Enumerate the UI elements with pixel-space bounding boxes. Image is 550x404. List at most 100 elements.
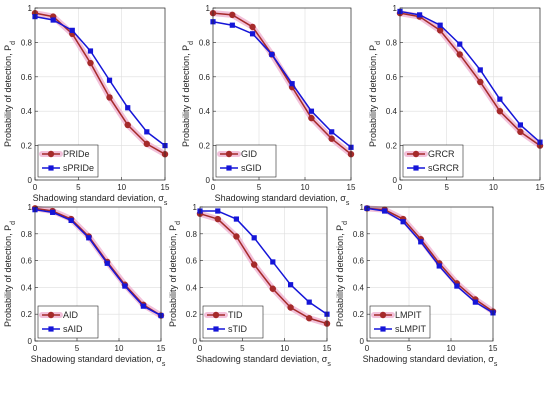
series-line [199,212,328,325]
x-axis-label-subscript: s [346,200,350,207]
legend-entry: sPRIDe [42,163,94,173]
legend-entry: sAID [42,324,83,334]
y-axis-label-subscript: d [10,221,17,225]
data-point [287,282,294,288]
y-tick-label: 0.4 [353,283,365,292]
data-point [269,51,275,58]
y-tick-label: 0.8 [186,230,198,239]
legend-label: sAID [63,324,83,334]
x-tick-label: 10 [301,183,310,192]
y-tick-label: 0.6 [21,73,33,82]
data-point [215,208,221,214]
x-tick-label: 0 [33,344,38,353]
y-tick-label: 0.2 [386,142,398,151]
data-point [249,23,256,31]
axes-box [212,7,352,181]
legend-entry: GRCR [404,149,455,159]
legend-label: AID [63,310,79,320]
data-point [328,135,335,142]
data-point [144,129,150,135]
legend-label: GRCR [428,149,455,159]
x-axis-label-subscript: s [162,361,166,368]
axes-box [199,206,328,342]
x-tick-label: 15 [157,344,166,353]
data-point [289,81,295,87]
x-tick-label: 5 [240,344,245,353]
y-axis-label: Probability of detection, Pd [3,41,17,147]
y-tick-label: 0 [28,176,33,185]
ticks: 0 5 10 15 0 0.2 0.4 0.6 0.8 1 [353,203,498,353]
series-line [366,207,494,314]
y-tick-label: 0 [393,176,398,185]
axes-box [399,7,541,181]
legend-label: sGID [241,163,262,173]
y-tick-label: 0.2 [21,310,33,319]
series-line [34,208,162,317]
data-point [477,78,484,86]
data-point [250,261,258,268]
y-tick-label: 1 [28,4,33,13]
legend-marker [226,165,232,171]
y-tick-label: 0.8 [353,230,365,239]
data-point [436,263,442,269]
x-tick-label: 15 [347,183,356,192]
legend-marker [379,311,387,319]
data-point [472,299,478,305]
y-axis-label-subscript: d [375,41,382,45]
legend-entry: TID [204,310,243,320]
y-tick-label: 0.2 [21,142,33,151]
axes-box [366,206,494,342]
legend-marker [48,165,54,171]
y-tick-label: 1 [28,203,33,212]
legend: GID sGID [215,144,277,178]
data-point [229,22,235,28]
x-axis-label: Shadowing standard deviation, σs [215,193,350,207]
y-tick-label: 0.6 [386,73,398,82]
series-line [366,207,494,313]
data-point [143,140,150,148]
x-tick-label: 0 [211,183,216,192]
y-tick-label: 0.6 [353,257,365,266]
axes-box [34,7,166,181]
x-tick-label: 5 [76,183,81,192]
legend-label: sPRIDe [63,163,94,173]
y-tick-label: 0 [206,176,211,185]
series-TID [196,210,331,327]
legend-label: sTID [228,324,247,334]
y-axis-label-subscript: d [10,41,17,45]
y-tick-label: 0.4 [21,283,33,292]
data-point [140,303,146,309]
x-axis-label-subscript: s [494,361,498,368]
x-axis-label: Shadowing standard deviation, σs [363,354,498,368]
x-tick-label: 10 [489,183,498,192]
x-tick-label: 10 [115,344,124,353]
x-tick-label: 15 [161,183,170,192]
y-axis-label-subscript: d [188,41,195,45]
data-point [308,108,315,114]
data-point [106,77,113,83]
chart-panel-4: 0 5 10 15 0 0.2 0.4 0.6 0.8 1 Shadowing standard d… [3,203,166,368]
ticks: 0 5 10 15 0 0.2 0.4 0.6 0.8 1 [186,203,332,353]
legend-box [37,305,99,339]
y-tick-label: 0 [193,337,198,346]
legend-entry: sLMPIT [374,324,427,334]
legend-marker [225,150,233,158]
y-tick-label: 0.6 [199,73,211,82]
ticks: 0 5 10 15 0 0.2 0.4 0.6 0.8 1 [199,4,356,192]
data-point [233,233,240,240]
legend-marker [213,326,219,332]
legend: GRCR sGRCR [402,144,464,178]
data-point [122,283,128,289]
data-point [69,27,75,33]
data-point [437,22,443,28]
data-point [87,59,94,67]
legend-entry: AID [39,310,79,320]
data-point [251,235,257,241]
data-point [417,12,423,18]
series-line [34,12,166,155]
y-axis-label: Probability of detection, Pd [168,221,182,327]
x-tick-label: 0 [198,344,203,353]
y-tick-label: 0 [360,337,365,346]
legend-entry: sGRCR [407,163,459,173]
